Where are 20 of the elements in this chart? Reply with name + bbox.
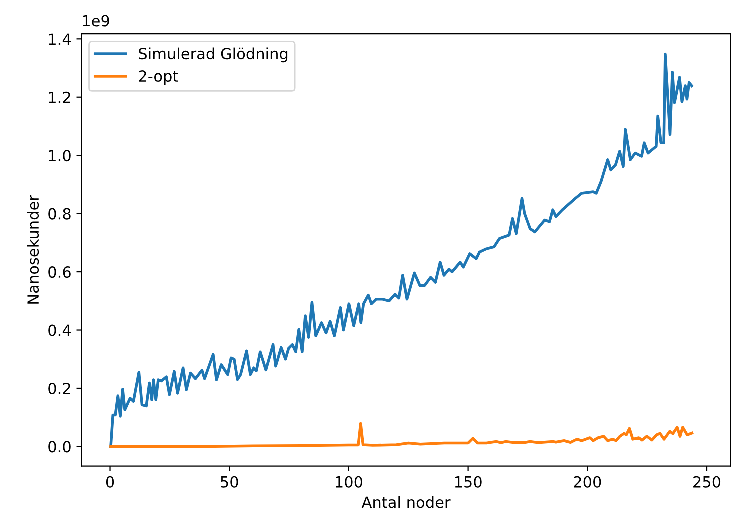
x-tick-label: 100 [336,476,363,488]
y-tick-label: 0.6 [48,266,71,278]
x-tick-label: 200 [574,476,602,488]
y-tick-label: 0.0 [48,441,71,453]
line-series [110,422,694,448]
x-tick-label: 50 [221,476,238,488]
y-tick-label: 0.4 [48,324,72,336]
x-tick-label: 150 [455,476,482,488]
y-axis-title: Nanosekunder [27,195,40,304]
y-tick-label: 1.0 [49,150,71,162]
y-tick-label: 0.8 [48,208,71,220]
y-tick-label: 1.2 [49,92,70,104]
x-tick-label: 250 [694,476,721,488]
y-tick-label: 1.4 [49,34,72,45]
x-tick-label: 0 [106,476,114,488]
legend-label: Simulerad Glödning [139,48,288,63]
text: 1e9 [83,15,110,27]
x-axis-title: Antal noder [362,496,451,508]
y-tick-label: 0.2 [48,382,70,395]
legend-label: 2-opt [139,70,178,86]
